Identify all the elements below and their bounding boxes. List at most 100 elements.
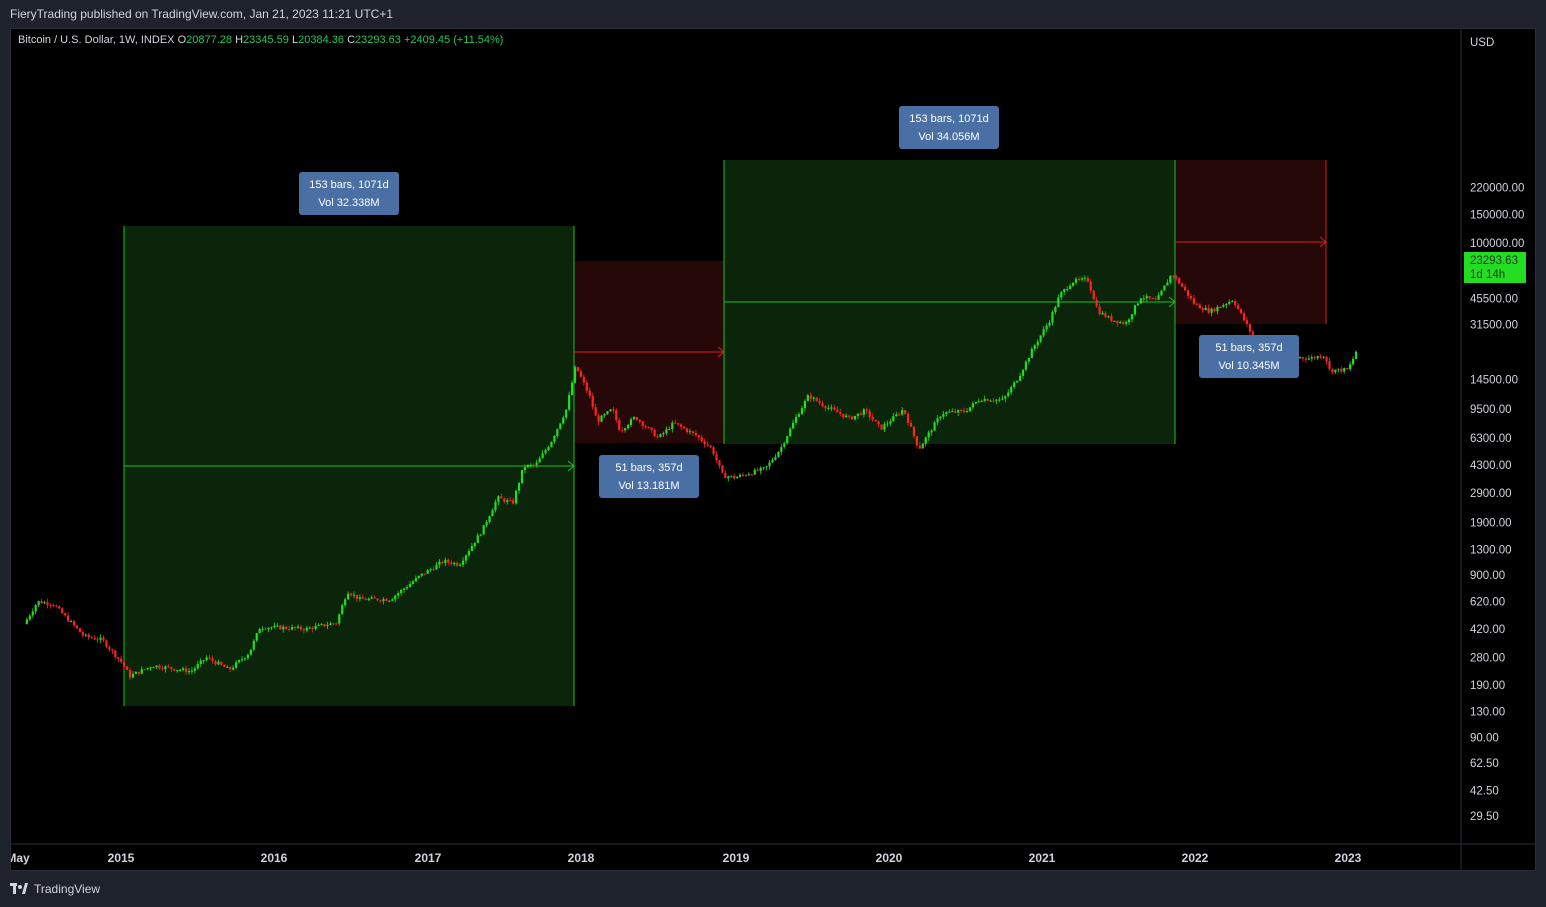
candle-body bbox=[1054, 307, 1057, 312]
candle-body bbox=[517, 482, 521, 491]
candle-body bbox=[529, 464, 532, 466]
candle-body bbox=[1242, 313, 1246, 321]
candle-body bbox=[31, 611, 34, 616]
candle-body bbox=[211, 658, 214, 662]
candle-body bbox=[1337, 368, 1340, 370]
tradingview-logo[interactable]: TradingView bbox=[10, 882, 100, 896]
chart-area[interactable]: 153 bars, 1071d Vol 32.338M 51 bars, 357d V… bbox=[10, 28, 1537, 872]
candle-body bbox=[550, 441, 553, 447]
candle-body bbox=[609, 409, 612, 412]
candle-body bbox=[1060, 292, 1063, 298]
candle-body bbox=[1334, 369, 1337, 373]
candle-body bbox=[128, 669, 132, 678]
candle-body bbox=[1310, 357, 1313, 359]
candle-body bbox=[1051, 311, 1054, 323]
candle-body bbox=[1160, 290, 1163, 296]
candle-body bbox=[55, 605, 58, 607]
candle-body bbox=[335, 623, 338, 625]
candle-body bbox=[1048, 322, 1051, 326]
candle-body bbox=[108, 646, 111, 650]
candle-body bbox=[497, 496, 500, 502]
candle-body bbox=[520, 469, 524, 483]
measure-label-4-line1: 51 bars, 357d bbox=[1215, 342, 1282, 354]
measure-label-2[interactable] bbox=[599, 455, 699, 498]
candle-body bbox=[352, 594, 356, 596]
high-value: 23345.59 bbox=[243, 34, 289, 46]
price-tick-label: 220000.00 bbox=[1470, 183, 1524, 195]
measure-label-4[interactable] bbox=[1199, 335, 1299, 378]
price-tick-label: 1900.00 bbox=[1470, 518, 1512, 530]
last-price-badge[interactable] bbox=[1464, 252, 1526, 283]
candle-body bbox=[951, 411, 954, 413]
candle-body bbox=[989, 400, 992, 402]
price-tick-label: 62.50 bbox=[1470, 758, 1499, 770]
candle-body bbox=[1125, 322, 1128, 324]
candle-body bbox=[865, 409, 868, 411]
candle-body bbox=[240, 659, 244, 661]
price-tick-label: 2900.00 bbox=[1470, 488, 1512, 500]
candle-body bbox=[123, 661, 126, 667]
candle-body bbox=[276, 625, 279, 627]
candle-body bbox=[1207, 307, 1210, 313]
candle-body bbox=[164, 666, 167, 670]
candle-body bbox=[181, 668, 185, 670]
candle-body bbox=[179, 669, 182, 671]
candle-body bbox=[889, 421, 892, 424]
candle-body bbox=[270, 627, 273, 629]
candle-body bbox=[827, 407, 830, 409]
candle-body bbox=[170, 667, 173, 669]
price-tick-label: 190.00 bbox=[1470, 680, 1505, 692]
candle-body bbox=[980, 400, 983, 402]
candle-body bbox=[252, 640, 255, 650]
candle-body bbox=[1231, 301, 1234, 303]
candle-body bbox=[370, 597, 373, 599]
candle-body bbox=[836, 409, 839, 413]
candle-body bbox=[568, 394, 571, 410]
candle-body bbox=[1354, 351, 1358, 359]
candle-body bbox=[853, 415, 857, 420]
price-tick-label: 42.50 bbox=[1470, 785, 1499, 797]
candle-body bbox=[323, 624, 326, 627]
candle-body bbox=[285, 626, 288, 629]
price-chart[interactable]: 153 bars, 1071d Vol 32.338M 51 bars, 357d V… bbox=[11, 29, 1537, 872]
candle-body bbox=[411, 581, 415, 584]
candle-body bbox=[1298, 357, 1302, 359]
candle-body bbox=[1169, 275, 1172, 283]
candle-body bbox=[37, 600, 40, 606]
candle-body bbox=[1313, 357, 1316, 359]
candle-body bbox=[255, 633, 258, 641]
measure-label-3[interactable] bbox=[899, 106, 999, 149]
candle-body bbox=[293, 626, 297, 628]
brand-name: TradingView bbox=[34, 882, 101, 896]
candle-body bbox=[385, 599, 388, 602]
candle-body bbox=[453, 562, 456, 565]
candle-body bbox=[1328, 361, 1331, 369]
time-tick-label: 2018 bbox=[568, 851, 595, 865]
candle-body bbox=[1089, 281, 1092, 291]
candle-body bbox=[1195, 303, 1198, 305]
candle-body bbox=[1077, 278, 1081, 280]
measure-label-1[interactable] bbox=[299, 172, 399, 215]
candle-body bbox=[470, 545, 473, 552]
candle-body bbox=[67, 615, 70, 622]
candle-body bbox=[506, 500, 509, 502]
candle-body bbox=[1204, 307, 1207, 311]
candle-body bbox=[647, 427, 650, 429]
candle-body bbox=[1245, 320, 1249, 325]
candle-body bbox=[797, 414, 801, 417]
candle-body bbox=[196, 664, 199, 669]
low-label: L bbox=[291, 34, 299, 46]
candle-body bbox=[232, 667, 235, 670]
candle-body bbox=[1251, 331, 1254, 337]
candle-body bbox=[535, 462, 538, 465]
candle-body bbox=[458, 564, 462, 566]
candle-body bbox=[768, 462, 771, 467]
candle-body bbox=[780, 446, 783, 452]
price-axis-currency: USD bbox=[1470, 37, 1494, 49]
candle-body bbox=[541, 453, 544, 459]
candle-body bbox=[680, 424, 683, 427]
candle-body bbox=[344, 599, 347, 606]
open-value: 20877.28 bbox=[186, 34, 233, 46]
candle-body bbox=[1024, 361, 1028, 370]
candle-body bbox=[131, 673, 135, 678]
